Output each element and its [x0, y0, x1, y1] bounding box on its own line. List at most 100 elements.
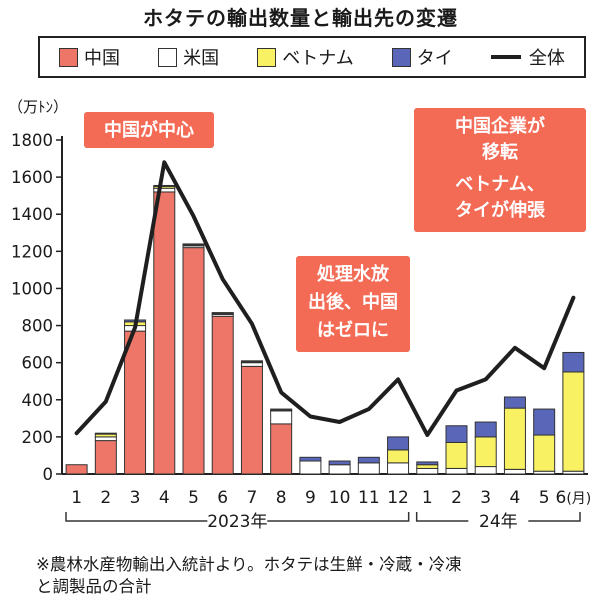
legend-swatch-china [59, 47, 79, 67]
bar-segment-thailand [357, 456, 380, 464]
y-tick-label: 800 [22, 317, 54, 336]
y-tick-label: 1600 [11, 168, 53, 187]
legend-label-thailand: タイ [416, 48, 453, 69]
legend-item-usa: 米国 [158, 44, 219, 70]
callout-move-box [414, 108, 586, 232]
x-tick-label: 12 [387, 488, 409, 508]
callout-china-center-text: 中国が中心 [104, 119, 194, 141]
bar-segment-thailand [503, 396, 526, 409]
bar-segment-thailand [270, 408, 293, 411]
callout-move-text: タイが伸張 [455, 199, 546, 221]
bar-segment-usa [94, 436, 117, 442]
bar-segment-thailand [533, 408, 556, 436]
legend-label-total: 全体 [528, 48, 565, 69]
bar-segment-usa [240, 362, 263, 367]
year-label: 2023年 [207, 512, 267, 532]
bar-segment-thailand [416, 461, 439, 466]
bar-segment-usa [270, 410, 293, 425]
legend-label-china: 中国 [84, 48, 121, 69]
y-tick-label: 400 [22, 391, 54, 410]
source-note-line-1: ※農林水産物輸出入統計より。ホタテは生鮮・冷蔵・冷凍 [36, 555, 462, 574]
callout-move-text: 移転 [482, 141, 518, 163]
bar-segment-usa [445, 467, 468, 475]
bar-segment-usa [328, 464, 351, 475]
bar-segment-thailand [153, 184, 176, 187]
bar-segment-thailand [474, 421, 497, 438]
x-tick-label: 9 [305, 488, 316, 508]
x-tick-label: 4 [159, 488, 170, 508]
bar-segment-china [65, 464, 88, 475]
bar-segment-china [124, 330, 147, 475]
y-tick-label: 200 [22, 428, 54, 447]
legend-label-usa: 米国 [183, 48, 220, 69]
legend-label-vietnam: ベトナム [282, 48, 354, 69]
x-tick-label: 1 [71, 488, 82, 508]
callout-zero-text: はゼロに [317, 319, 389, 341]
bar-segment-thailand [182, 243, 205, 246]
callout-move-text: 中国企業が [455, 115, 545, 137]
legend-swatch-usa [158, 47, 178, 67]
bar-segment-thailand [240, 360, 263, 363]
bar-segment-usa [416, 467, 439, 475]
bar-segment-usa [357, 462, 380, 475]
bar-segment-thailand [211, 312, 234, 314]
bar-segment-vietnam [503, 407, 526, 470]
bar-segment-vietnam [445, 441, 468, 469]
bar-segment-vietnam [416, 464, 439, 469]
total-series-line [74, 160, 576, 437]
bar-segment-china [182, 247, 205, 475]
x-tick-label: 10 [329, 488, 351, 508]
bar-segment-thailand [445, 425, 468, 443]
legend-item-thailand: タイ [391, 44, 453, 70]
bar-segment-china [240, 365, 263, 475]
x-tick-label: 8 [276, 488, 287, 508]
y-unit-label: （万ﾄﾝ） [8, 98, 68, 116]
bar-segment-usa [503, 468, 526, 475]
bar-segment-vietnam [387, 449, 410, 464]
bar-segment-usa [387, 462, 410, 475]
y-tick-label: 0 [43, 465, 54, 484]
y-tick-label: 1800 [11, 131, 53, 150]
x-tick-label: 5 [188, 488, 199, 508]
bar-segment-china [94, 440, 117, 475]
x-tick-label: 11 [358, 488, 380, 508]
year-label: 24年 [479, 512, 518, 532]
y-tick-label: 1000 [11, 279, 53, 298]
y-tick-label: 600 [22, 354, 54, 373]
source-note: ※農林水産物輸出入統計より。ホタテは生鮮・冷蔵・冷凍 と調製品の合計 [36, 554, 596, 598]
bar-segment-vietnam [474, 436, 497, 468]
bar-segment-usa [299, 460, 322, 475]
bar-segment-china [270, 423, 293, 475]
bar-segment-thailand [94, 432, 117, 435]
x-tick-label: 1 [422, 488, 433, 508]
callout-zero-box [296, 256, 410, 352]
callout-china-center: 中国が中心 [84, 112, 214, 148]
x-tick-label: 6 [217, 488, 228, 508]
source-note-line-2: と調製品の合計 [36, 577, 152, 596]
y-tick-label: 1200 [11, 242, 53, 261]
year-label-bg [207, 509, 268, 533]
legend-item-vietnam: ベトナム [257, 44, 354, 70]
legend-swatch-vietnam [257, 47, 277, 67]
legend-item-total: 全体 [490, 44, 565, 70]
bar-segment-thailand [328, 460, 351, 466]
callout-zero-text: 処理水放 [317, 263, 390, 285]
bar-segment-usa [153, 187, 176, 193]
bar-segment-china [211, 315, 234, 475]
x-tick-label: 6(月) [556, 488, 592, 508]
callout-china-center-box [84, 112, 214, 148]
callout-move-text: ベトナム、 [455, 174, 544, 195]
x-tick-label: 4 [510, 488, 521, 508]
legend-item-china: 中国 [59, 44, 120, 70]
x-tick-label: 5 [539, 488, 550, 508]
bar-segment-vietnam [533, 434, 556, 472]
bar-segment-thailand [299, 456, 322, 462]
legend-swatch-total [490, 55, 521, 59]
x-tick-label: 2 [451, 488, 462, 508]
chart-title: ホタテの輸出数量と輸出先の変遷 [143, 6, 458, 30]
bar-segment-thailand [387, 436, 410, 451]
year-label-bg [468, 509, 529, 533]
bar-segment-china [153, 191, 176, 475]
